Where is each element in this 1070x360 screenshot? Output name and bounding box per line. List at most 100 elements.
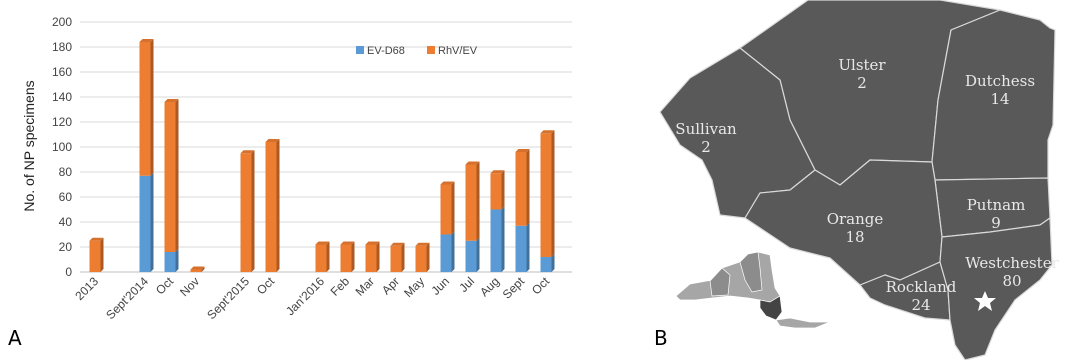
bar-rhv-ev [164,102,176,252]
county-westchester [939,217,1053,360]
bar-top [139,39,154,42]
bar-side-ev-d68 [551,254,555,272]
bar-side-rhv-ev [150,39,154,176]
county-name-ulster: Ulster [838,56,886,74]
bar-top [465,161,480,165]
bar-side-ev-d68 [526,222,530,272]
bar-rhv-ev [190,269,202,272]
bar-side-ev-d68 [150,172,154,272]
bar-ev-d68 [515,225,527,272]
bar-side-ev-d68 [451,231,455,272]
y-tick-label: 140 [52,90,72,104]
legend-swatch-ev-d68 [356,46,364,54]
bar-side-rhv-ev [201,266,205,272]
county-count-putnam: 9 [991,214,1001,232]
county-name-dutchess: Dutchess [965,72,1035,90]
y-tick-label: 60 [59,190,73,204]
bar-ev-d68 [540,257,552,272]
county-count-westchester: 80 [1002,272,1021,290]
bar-side-rhv-ev [401,242,405,272]
new-york-state-inset [675,251,831,329]
bar-side-rhv-ev [376,241,380,272]
bar-ev-d68 [164,252,176,272]
y-tick-label: 20 [59,240,73,254]
bar-top [365,241,380,245]
bar-side-ev-d68 [476,237,480,272]
bar-rhv-ev [415,245,427,272]
bar-side-rhv-ev [526,149,530,226]
bar-side-rhv-ev [451,181,455,235]
chart-axes: 0 20 40 60 80 100 120 140 160 180 200 [52,15,72,279]
county-dutchess [931,9,1056,181]
bar-top [89,237,104,241]
county-count-rockland: 24 [911,296,930,314]
county-name-putnam: Putnam [967,196,1026,214]
bar-side-rhv-ev [175,99,179,252]
counties [659,0,1056,360]
y-tick-label: 120 [52,115,72,129]
bar-top [540,130,555,134]
bar-top [265,139,280,142]
bar-rhv-ev [240,153,252,272]
star-icon [974,291,996,311]
legend-label-ev-d68: EV-D68 [367,45,405,57]
county-name-sullivan: Sullivan [675,120,737,138]
bar-top [515,149,530,152]
bar-side-rhv-ev [501,170,505,210]
bar-side-rhv-ev [476,161,480,241]
y-axis-title: No. of NP specimens [21,80,37,211]
y-tick-label: 0 [65,265,72,279]
bar-side-ev-d68 [501,206,505,272]
bar-top [490,170,505,174]
bar-ev-d68 [490,209,502,272]
county-count-dutchess: 14 [990,90,1009,108]
y-tick-label: 180 [52,40,72,54]
chart-gridlines [80,21,572,273]
bar-side-rhv-ev [426,242,430,272]
legend-label-rhv-ev: RhV/EV [438,45,478,57]
bar-top [340,241,355,245]
bar-top [390,242,405,246]
bar-ev-d68 [440,234,452,272]
bar-top [164,99,179,102]
panel-label-b: B [654,326,668,350]
bar-side-rhv-ev [251,150,255,272]
bar-ev-d68 [465,240,477,272]
y-tick-label: 160 [52,65,72,79]
bar-rhv-ev [440,184,452,235]
county-count-sullivan: 2 [701,138,711,156]
bar-rhv-ev [390,245,402,272]
bar-top [415,242,430,246]
y-tick-label: 40 [59,215,73,229]
county-name-westchester: Westchester [965,254,1059,272]
county-name-orange: Orange [827,210,884,228]
bar-top [440,181,455,185]
panel-label-a: A [8,326,22,350]
bar-side-rhv-ev [551,130,555,257]
y-tick-label: 200 [52,15,72,29]
bar-ev-d68 [139,175,151,272]
bar-rhv-ev [265,142,277,272]
bar-rhv-ev [340,244,352,272]
bar-side-ev-d68 [175,249,179,272]
bar-side-rhv-ev [326,241,330,272]
bar-top [240,150,255,154]
y-tick-label: 80 [59,165,73,179]
county-name-rockland: Rockland [886,278,957,296]
bar-rhv-ev [490,173,502,210]
county-count-orange: 18 [845,228,864,246]
bar-rhv-ev [315,244,327,272]
bar-side-rhv-ev [100,237,104,272]
bar-side-rhv-ev [351,241,355,272]
bar-rhv-ev [515,152,527,226]
bar-top [190,266,205,270]
bar-rhv-ev [465,164,477,241]
legend-swatch-rhv-ev [427,46,435,54]
bar-rhv-ev [365,244,377,272]
bar-rhv-ev [540,133,552,257]
bar-rhv-ev [89,240,101,272]
bar-rhv-ev [139,42,151,176]
y-tick-label: 100 [52,140,72,154]
